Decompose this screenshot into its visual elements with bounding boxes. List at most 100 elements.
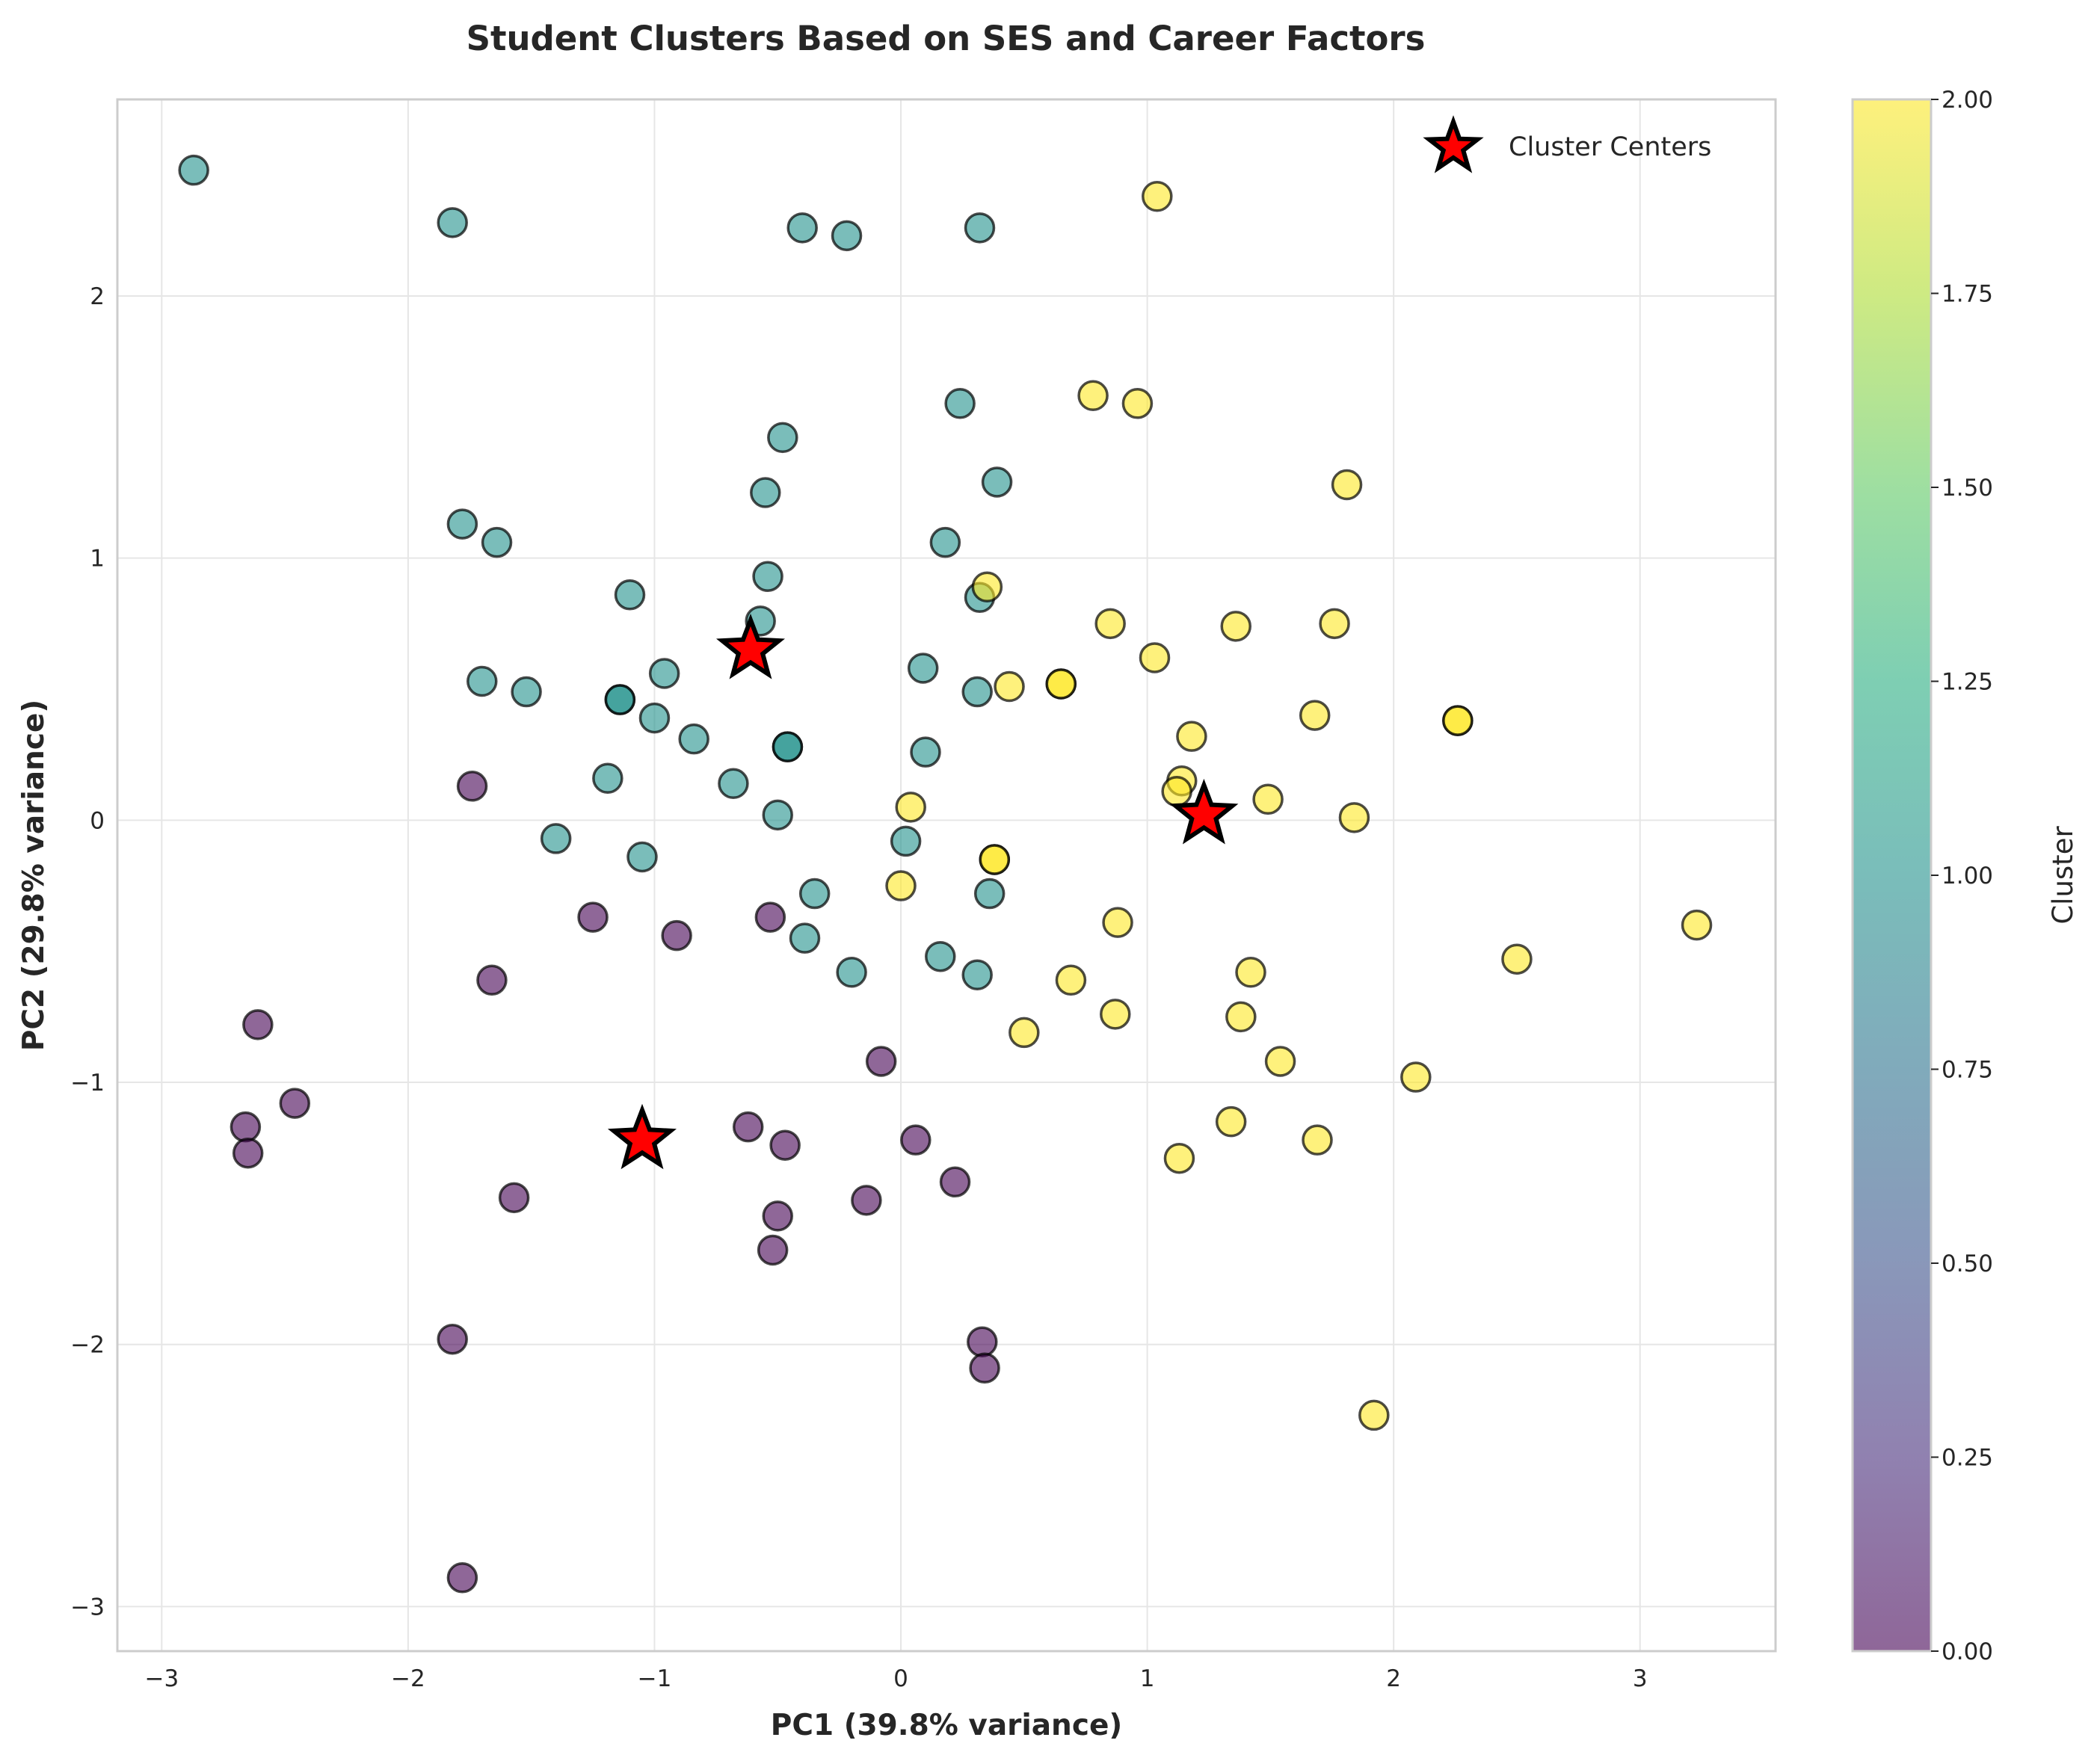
colorbar-tick-label: 0.00: [1942, 1638, 1993, 1665]
x-tick-labels: −3 −2 −1 0 1 2 3: [144, 1665, 1647, 1692]
data-point: [614, 579, 646, 611]
x-tick-label: 2: [1386, 1665, 1401, 1692]
data-point: [769, 1129, 801, 1161]
data-point: [895, 792, 926, 823]
data-point: [446, 508, 478, 540]
data-point: [973, 878, 1006, 910]
data-point: [1338, 802, 1370, 833]
data-point: [732, 1111, 764, 1143]
data-point: [604, 684, 636, 715]
data-point: [178, 154, 209, 186]
cluster-center-star-icon: [1169, 778, 1239, 845]
data-point: [437, 207, 468, 238]
data-point: [1235, 957, 1266, 988]
y-tick-label: 2: [90, 283, 105, 310]
data-point: [836, 957, 867, 988]
colorbar-tick-label: 1.50: [1942, 475, 1993, 502]
data-point: [831, 220, 863, 252]
data-point: [1139, 642, 1171, 673]
data-point: [1252, 783, 1284, 815]
data-point: [1319, 608, 1350, 640]
data-point: [456, 771, 488, 802]
data-point: [1161, 776, 1192, 807]
data-point: [910, 736, 941, 768]
cluster-center-star-icon: [607, 1103, 677, 1170]
data-point: [1442, 705, 1474, 736]
data-point: [1009, 1017, 1040, 1049]
x-tick-label: 0: [893, 1665, 908, 1692]
data-point: [786, 212, 818, 244]
colorbar-tick-label: 0.25: [1942, 1445, 1993, 1472]
data-point: [900, 1124, 932, 1156]
data-point: [754, 901, 786, 933]
colorbar-label: Cluster: [2047, 826, 2079, 925]
data-point: [979, 844, 1011, 875]
data-point: [885, 870, 917, 901]
data-point: [648, 658, 680, 689]
data-point: [446, 1562, 478, 1594]
data-point: [967, 1326, 998, 1357]
data-point: [511, 676, 542, 708]
data-point: [969, 1352, 1000, 1384]
data-point: [964, 212, 996, 244]
x-axis-label: PC1 (39.8% variance): [771, 1709, 1122, 1742]
data-point: [762, 1200, 793, 1232]
data-point: [718, 768, 749, 800]
data-point: [971, 571, 1003, 603]
x-tick-label: −1: [638, 1665, 672, 1692]
data-point: [678, 723, 709, 755]
colorbar-tick-label: 2.00: [1942, 87, 1993, 114]
data-point: [1220, 611, 1251, 642]
y-tick-label: 0: [90, 807, 105, 834]
grid-lines: [117, 99, 1776, 1651]
data-point: [907, 653, 939, 684]
data-point: [1501, 943, 1533, 975]
data-point: [1102, 907, 1133, 938]
y-tick-label: 1: [90, 546, 105, 573]
colorbar: 0.00 0.25 0.50 0.75 1.00 1.25 1.50 1.75 2.00 Clu…: [1851, 87, 2079, 1665]
data-point: [1400, 1061, 1432, 1093]
data-point: [279, 1088, 311, 1119]
plot-area: [116, 98, 1777, 1653]
data-point: [890, 825, 922, 857]
data-point: [437, 1323, 468, 1355]
cluster-centers: [607, 613, 1239, 1170]
data-point: [661, 919, 692, 952]
x-tick-label: 3: [1633, 1665, 1648, 1692]
colorbar-gradient: [1853, 99, 1931, 1651]
data-point: [1142, 181, 1173, 212]
y-tick-label: −3: [70, 1594, 105, 1620]
data-point: [1358, 1399, 1390, 1431]
data-point: [467, 665, 498, 697]
legend-label-cluster-centers: Cluster Centers: [1509, 132, 1711, 162]
data-point: [1100, 999, 1131, 1030]
data-point: [939, 1166, 971, 1198]
y-tick-labels: −3 −2 −1 0 1 2: [70, 283, 105, 1620]
data-point: [1225, 1001, 1257, 1033]
data-point: [762, 799, 793, 831]
data-point: [1045, 668, 1077, 700]
data-point: [767, 422, 798, 454]
data-point: [865, 1046, 897, 1077]
data-point: [772, 731, 804, 762]
data-point: [232, 1137, 264, 1169]
colorbar-tick-label: 0.50: [1942, 1250, 1993, 1277]
data-point: [1681, 909, 1713, 941]
data-point: [961, 959, 993, 991]
data-point: [638, 702, 671, 734]
data-points: [178, 154, 1713, 1594]
data-point: [481, 526, 513, 558]
data-point: [1331, 469, 1363, 501]
plot-background: [117, 99, 1776, 1651]
data-point: [994, 670, 1025, 703]
chart-title: Student Clusters Based on SES and Career…: [467, 19, 1426, 58]
data-point: [1176, 721, 1207, 752]
data-point: [752, 561, 783, 592]
data-point: [540, 823, 572, 854]
colorbar-tick-label: 1.00: [1942, 863, 1993, 889]
data-point: [592, 762, 623, 794]
colorbar-tick-label: 0.75: [1942, 1057, 1993, 1084]
data-point: [1264, 1046, 1296, 1077]
legend: Cluster Centers: [1423, 115, 1711, 173]
